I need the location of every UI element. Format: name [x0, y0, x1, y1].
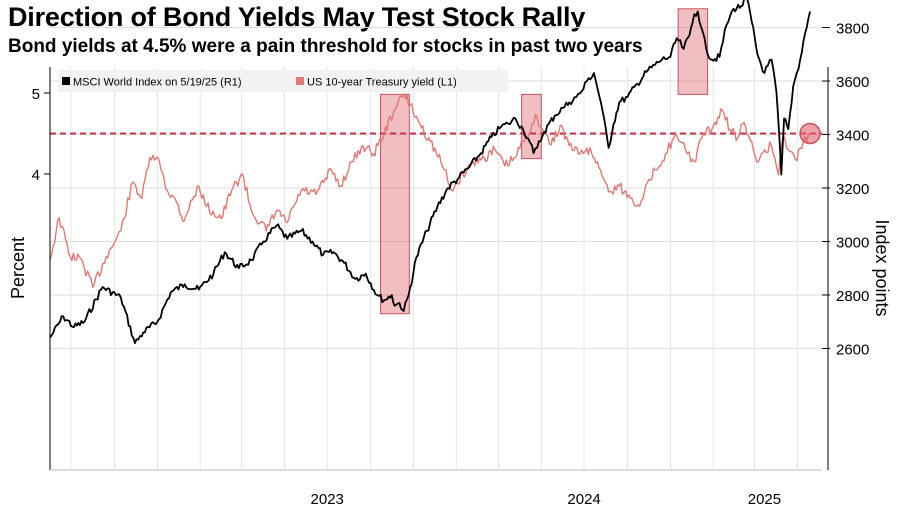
legend-swatch-treasury [296, 77, 304, 85]
right-axis-tick-label: 2800 [836, 288, 869, 305]
legend-label-msci: MSCI World Index on 5/19/25 (R1) [73, 77, 242, 89]
right-axis-label: Index points [872, 219, 892, 316]
chart-subtitle: Bond yields at 4.5% were a pain threshol… [8, 36, 643, 57]
series-line-msci [49, 0, 811, 344]
right-axis-tick-label: 3600 [836, 74, 869, 91]
right-axis-tick-label: 3000 [836, 235, 869, 252]
legend: MSCI World Index on 5/19/25 (R1) US 10-y… [58, 70, 508, 92]
right-axis-tick-label: 2600 [836, 342, 869, 359]
series-line-treasury [49, 93, 811, 289]
right-axis-tick-label: 3400 [836, 128, 869, 145]
left-axis-label: Percent [8, 237, 28, 299]
left-axis-tick-label: 5 [32, 86, 40, 103]
x-axis-tick-label: 2024 [567, 491, 600, 508]
x-axis-tick-label: 2025 [748, 491, 781, 508]
legend-swatch-msci [62, 77, 70, 85]
series-layer [49, 0, 811, 344]
highlight-layer [380, 8, 709, 315]
end-marker [799, 122, 821, 145]
x-axis-tick-label: 2023 [311, 491, 344, 508]
legend-label-treasury: US 10-year Treasury yield (L1) [307, 77, 457, 89]
marker-layer [799, 122, 821, 145]
axes-layer: 2600280030003200340036003800400045202320… [32, 21, 870, 509]
right-axis-tick-label: 3200 [836, 181, 869, 198]
legend-background [58, 70, 508, 92]
left-axis-tick-label: 4 [32, 167, 40, 184]
right-axis-tick-label: 3800 [836, 21, 869, 38]
